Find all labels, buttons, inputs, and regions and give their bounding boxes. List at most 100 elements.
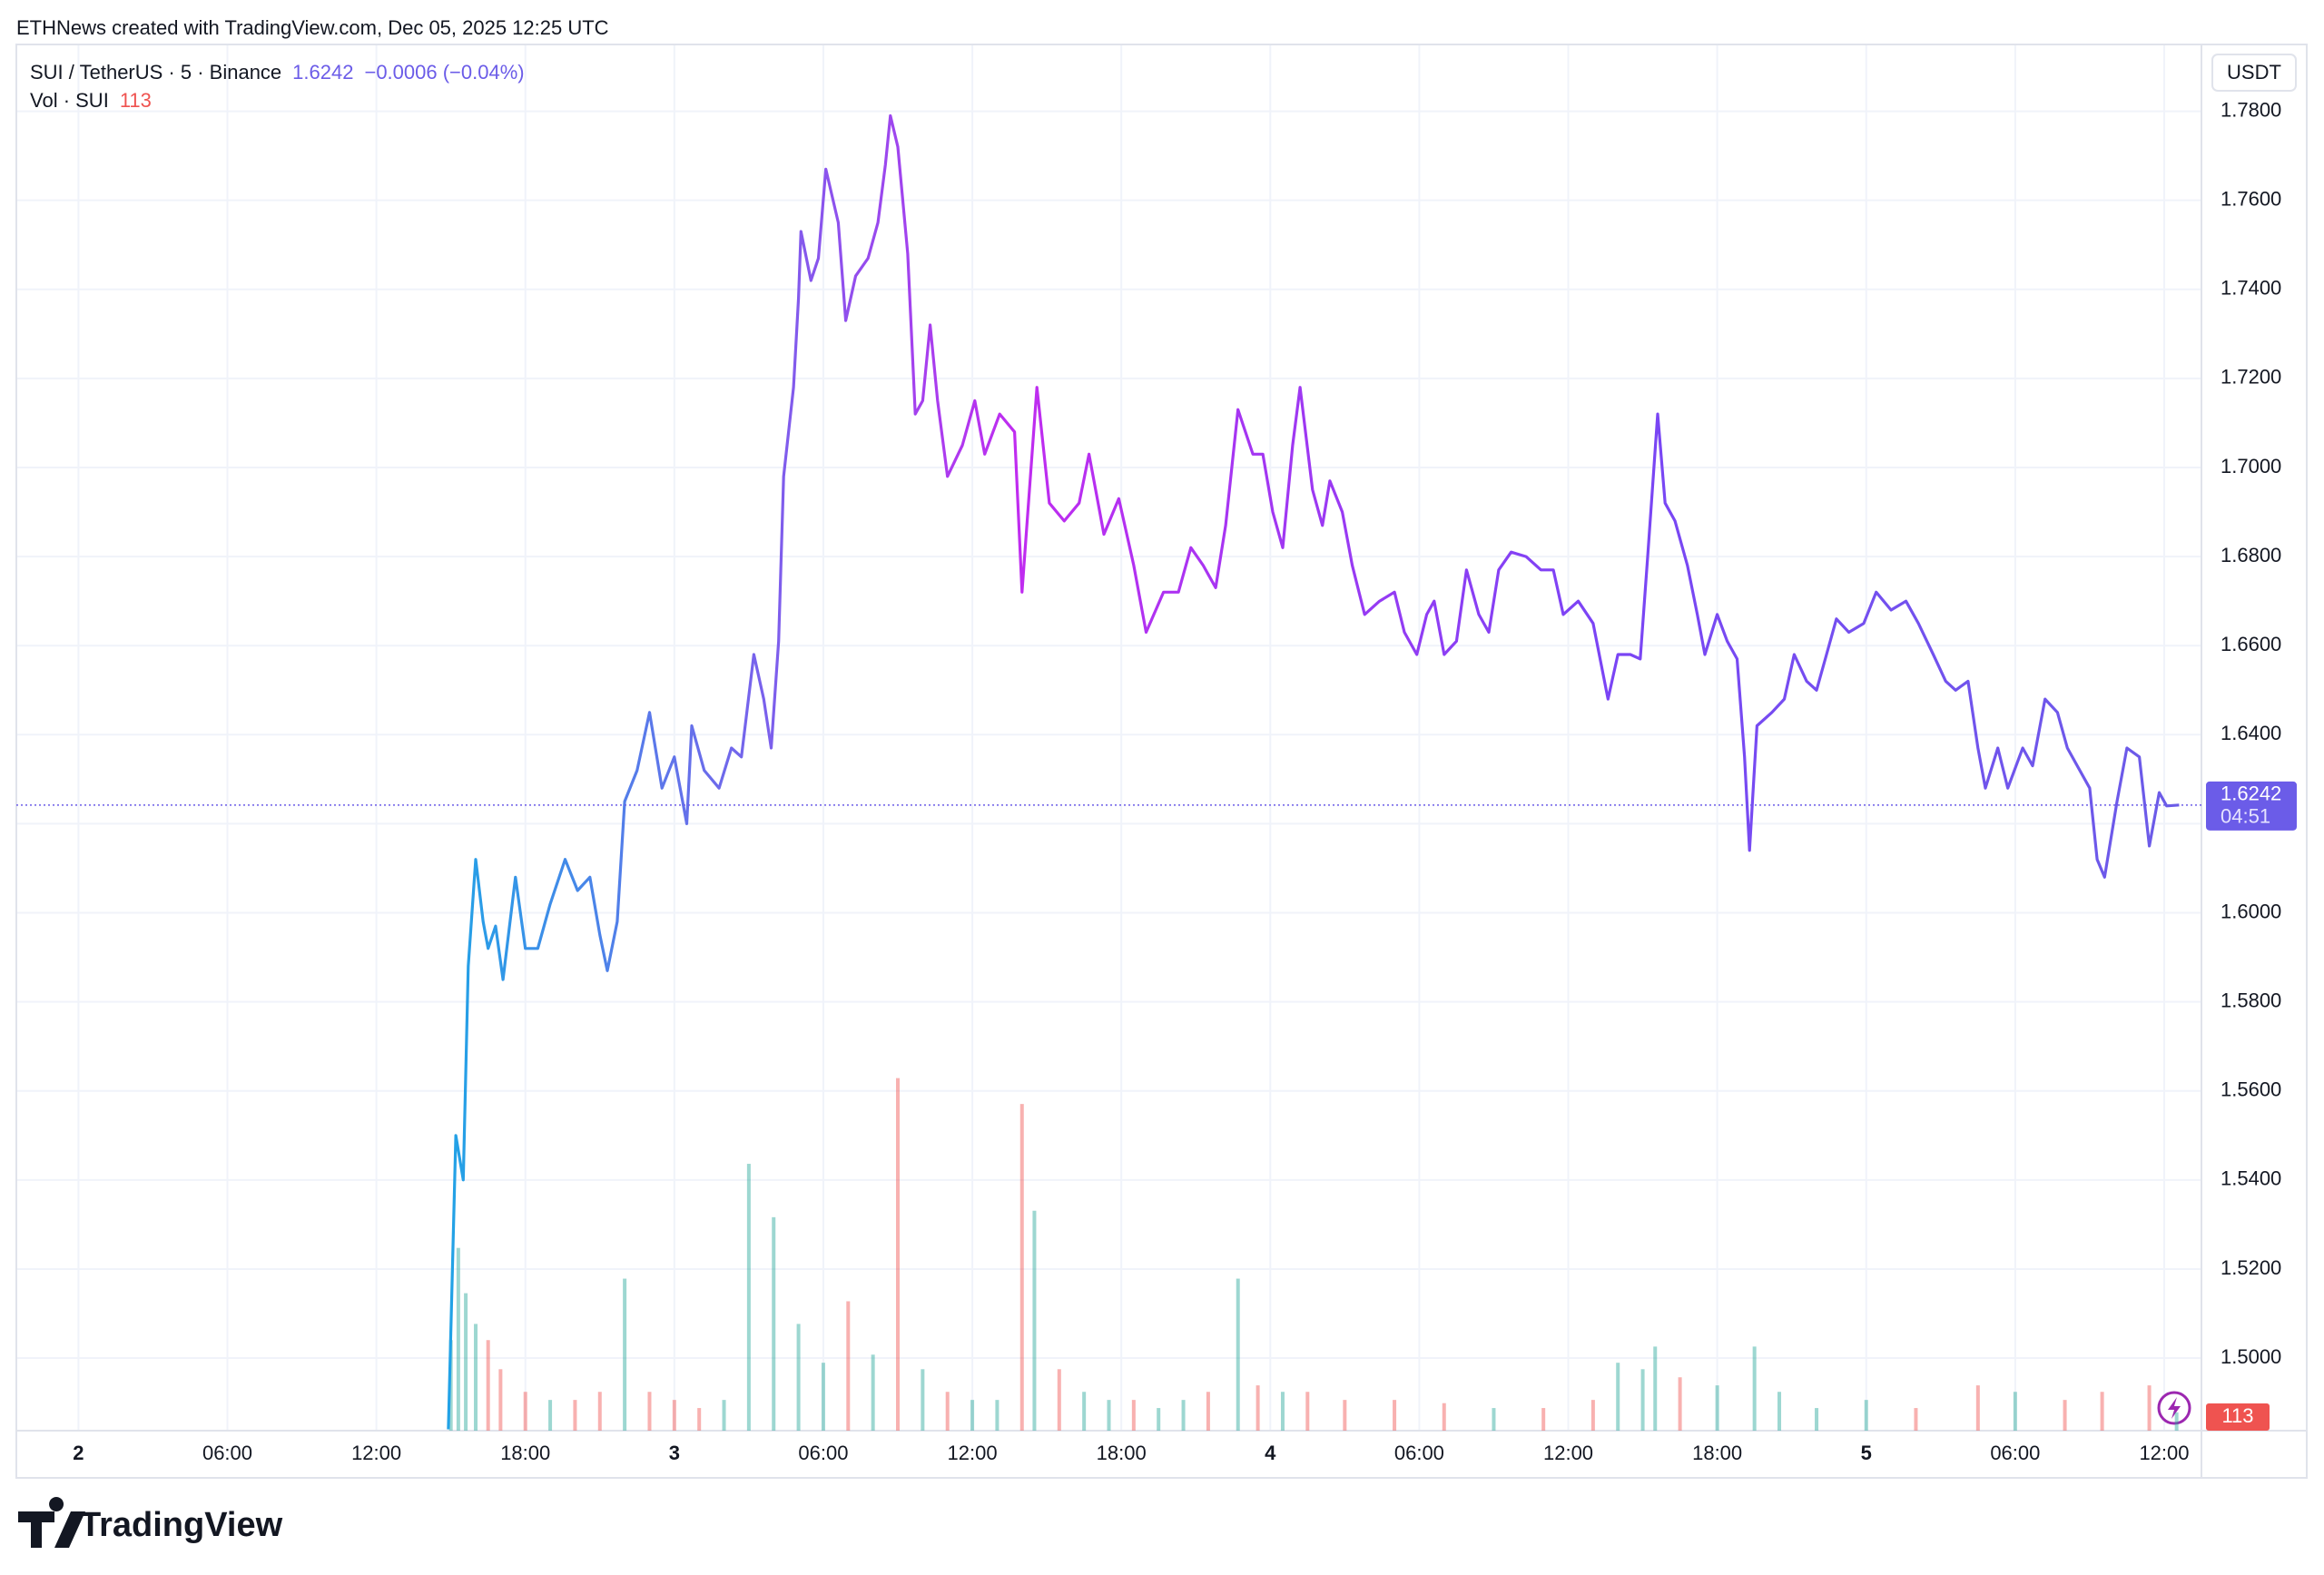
- volume-bar: [623, 1278, 627, 1431]
- volume-last-box: [2206, 1403, 2270, 1431]
- x-tick-label: 06:00: [1394, 1442, 1444, 1464]
- volume-bar: [474, 1324, 478, 1431]
- y-tick-label: 1.6800: [2221, 544, 2281, 566]
- volume-bar: [1678, 1377, 1682, 1431]
- volume-bar: [1082, 1392, 1087, 1431]
- y-tick-label: 1.7400: [2221, 277, 2281, 300]
- brand: TradingView: [80, 1506, 283, 1544]
- volume-bar: [523, 1392, 527, 1431]
- volume-bar: [2174, 1412, 2179, 1431]
- x-tick-label: 18:00: [500, 1442, 550, 1464]
- volume-bar: [1107, 1400, 1111, 1431]
- volume-bar: [672, 1400, 676, 1431]
- volume-bar: [1305, 1392, 1310, 1431]
- volume-bar: [1715, 1385, 1719, 1431]
- countdown: 04:51: [2221, 805, 2270, 828]
- y-tick-label: 1.5000: [2221, 1345, 2281, 1368]
- volume-bar: [1057, 1369, 1061, 1431]
- volume-legend: Vol · SUI 113: [30, 89, 152, 112]
- volume-bar: [597, 1392, 602, 1431]
- volume-bar: [1280, 1392, 1285, 1431]
- volume-bar: [2063, 1400, 2067, 1431]
- volume-bar: [896, 1078, 901, 1431]
- y-tick-label: 1.5600: [2221, 1078, 2281, 1101]
- volume-bar: [1541, 1408, 1546, 1431]
- volume-last-label: 113: [2221, 1404, 2253, 1427]
- volume-bar: [1640, 1369, 1645, 1431]
- icon-bolt[interactable]: [2168, 1397, 2181, 1419]
- volume-bar: [746, 1164, 751, 1431]
- last-price-label: 1.6242: [2221, 783, 2281, 805]
- volume-bar: [846, 1301, 851, 1431]
- realtime-icon[interactable]: [2157, 1391, 2191, 1425]
- volume-bar: [498, 1369, 503, 1431]
- x-tick-label: 12:00: [351, 1442, 401, 1464]
- volume-bar: [1019, 1104, 1024, 1431]
- volume-bar: [821, 1363, 825, 1431]
- x-tick-label: 5: [1861, 1442, 1872, 1464]
- volume-bar: [970, 1400, 975, 1431]
- last-price-box: [2206, 781, 2297, 831]
- volume-bar: [1393, 1400, 1397, 1431]
- volume-bar: [1653, 1346, 1658, 1431]
- volume-bar: [2147, 1385, 2152, 1431]
- volume-bar: [921, 1369, 925, 1431]
- x-tick-label: 06:00: [798, 1442, 848, 1464]
- y-tick-label: 1.7200: [2221, 366, 2281, 389]
- symbol-name: SUI / TetherUS · 5 · Binance: [30, 61, 281, 84]
- volume-bar: [1131, 1400, 1136, 1431]
- symbol: SUI / TetherUS · 5 · Binance 1.6242 −0.000…: [30, 61, 525, 84]
- volume-bar: [2100, 1392, 2104, 1431]
- x-tick-label: 3: [669, 1442, 680, 1464]
- volume-bar: [1590, 1400, 1595, 1431]
- volume-bar: [1492, 1408, 1496, 1431]
- volume-bar: [2013, 1392, 2017, 1431]
- volume-bar: [486, 1340, 490, 1431]
- volume-last: 113: [120, 89, 152, 112]
- volume-bar: [1442, 1403, 1446, 1431]
- volume-bar: [1032, 1210, 1037, 1431]
- chart-frame: [15, 44, 2308, 1479]
- x-tick-label: 12:00: [948, 1442, 998, 1464]
- volume-bar: [1975, 1385, 1980, 1431]
- y-tick-label: 1.7000: [2221, 455, 2281, 477]
- volume-bar: [1777, 1392, 1782, 1431]
- y-tick-label: 1.6400: [2221, 722, 2281, 744]
- x-tick-label: 18:00: [1097, 1442, 1147, 1464]
- x-tick-label: 2: [73, 1442, 84, 1464]
- currency-box[interactable]: [2211, 54, 2297, 92]
- volume-bar: [1815, 1408, 1819, 1431]
- volume-bar: [1752, 1346, 1757, 1431]
- y-tick-label: 1.6000: [2221, 900, 2281, 922]
- volume-bar: [1236, 1278, 1240, 1431]
- x-tick-label: 12:00: [2139, 1442, 2189, 1464]
- y-tick-label: 1.7600: [2221, 187, 2281, 210]
- logo-icon: [18, 1497, 85, 1548]
- x-tick-label: 18:00: [1692, 1442, 1742, 1464]
- volume-bar: [647, 1392, 652, 1431]
- volume-bar: [1914, 1408, 1918, 1431]
- x-tick-label: 06:00: [1990, 1442, 2040, 1464]
- volume-name: Vol · SUI: [30, 89, 109, 112]
- volume-bar: [464, 1293, 468, 1431]
- volume-bar: [1256, 1385, 1260, 1431]
- y-tick-label: 1.7800: [2221, 98, 2281, 121]
- grid: [16, 44, 2201, 1431]
- volume-bar: [548, 1400, 553, 1431]
- volume-bar: [995, 1400, 1000, 1431]
- credit: ETHNews created with TradingView.com, De…: [16, 16, 609, 39]
- y-tick-label: 1.6600: [2221, 633, 2281, 655]
- y-tick-label: 1.5400: [2221, 1167, 2281, 1190]
- volume-bar: [1616, 1363, 1620, 1431]
- volume-bar: [1343, 1400, 1347, 1431]
- currency[interactable]: USDT: [2227, 61, 2281, 84]
- x-tick-label: 06:00: [202, 1442, 252, 1464]
- volume-bar: [772, 1216, 776, 1431]
- volume-bar: [796, 1324, 801, 1431]
- volume-bar: [697, 1408, 702, 1431]
- volume-bar: [945, 1392, 950, 1431]
- volume-bar: [1864, 1400, 1868, 1431]
- last-price: 1.6242: [292, 61, 353, 84]
